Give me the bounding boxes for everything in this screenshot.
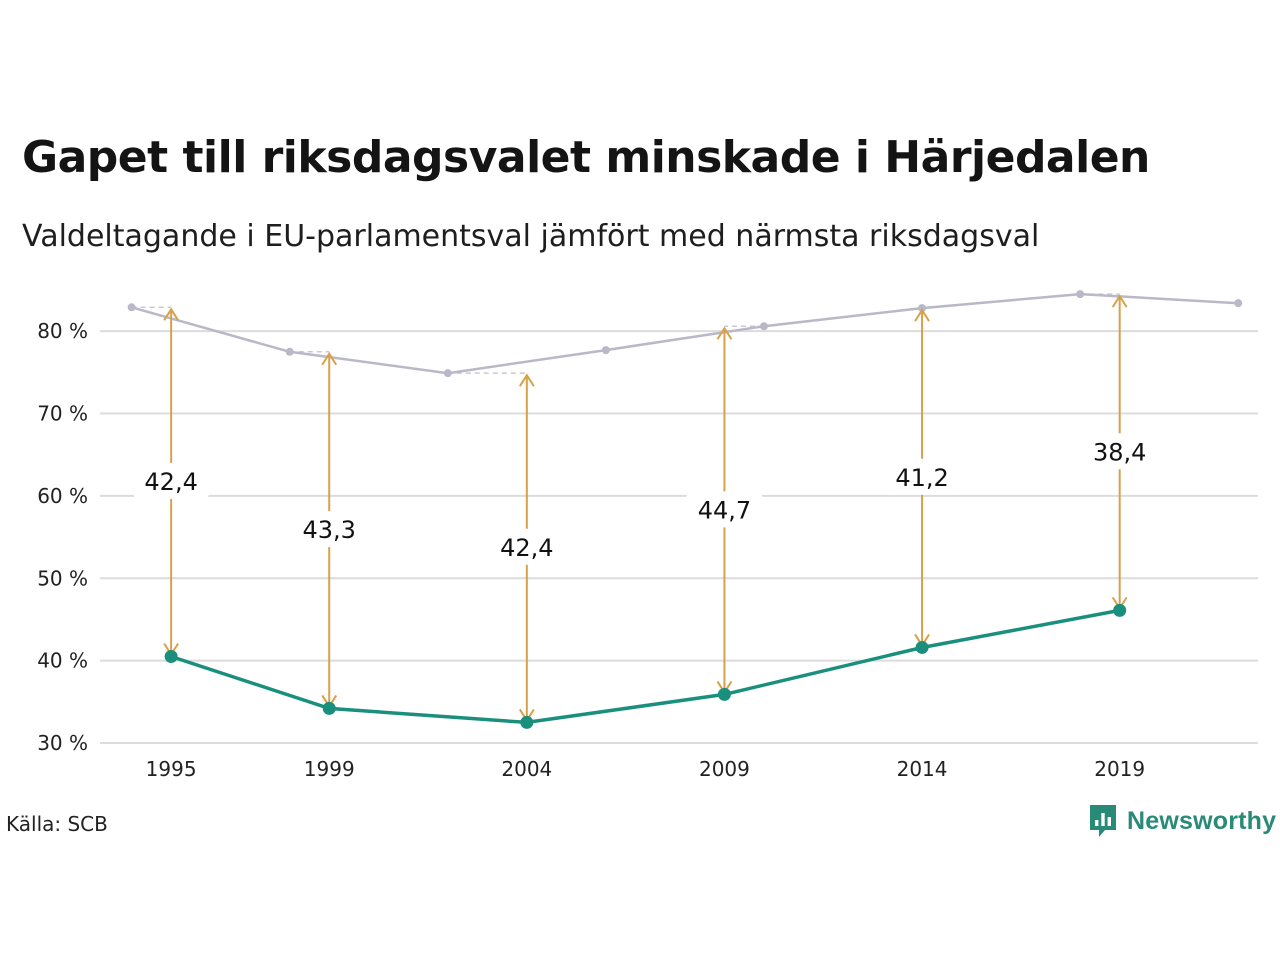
eu-point bbox=[520, 715, 534, 729]
y-tick-label: 30 % bbox=[37, 731, 88, 755]
x-tick-label: 1995 bbox=[146, 757, 197, 781]
brand-name: Newsworthy bbox=[1127, 806, 1277, 835]
riksdag-point bbox=[285, 347, 294, 356]
riksdag-point bbox=[918, 304, 927, 313]
eu-point bbox=[164, 650, 178, 664]
riksdag-series-line bbox=[131, 292, 1239, 375]
eu-point bbox=[1113, 603, 1127, 617]
gap-label-box bbox=[133, 462, 210, 499]
gap-arrowhead-up bbox=[914, 308, 930, 322]
y-tick-label: 50 % bbox=[37, 566, 88, 590]
gap-label-box bbox=[1081, 433, 1158, 470]
gap-label: 42,4 bbox=[144, 468, 197, 496]
y-tick-label: 40 % bbox=[37, 649, 88, 673]
chart-title: Gapet till riksdagsvalet minskade i Härj… bbox=[22, 132, 1150, 183]
riksdag-point bbox=[759, 322, 768, 331]
y-tick-label: 60 % bbox=[37, 484, 88, 508]
gap-label: 44,7 bbox=[698, 496, 751, 524]
source-note: Källa: SCB bbox=[6, 812, 108, 836]
x-tick-label: 2009 bbox=[699, 757, 750, 781]
riksdag-point bbox=[127, 303, 136, 312]
riksdag-point bbox=[1076, 290, 1085, 299]
y-tick-label: 80 % bbox=[37, 319, 88, 343]
chart-subtitle: Valdeltagande i EU-parlamentsval jämfört… bbox=[22, 219, 1040, 254]
gap-label: 38,4 bbox=[1093, 438, 1146, 466]
gap-label: 41,2 bbox=[895, 464, 948, 492]
eu-point bbox=[322, 701, 336, 715]
x-tick-label: 1999 bbox=[304, 757, 355, 781]
x-tick-label: 2004 bbox=[501, 757, 552, 781]
y-tick-label: 70 % bbox=[37, 402, 88, 426]
gap-arrowhead-up bbox=[518, 373, 535, 387]
gap-label: 43,3 bbox=[303, 516, 356, 544]
gap-label: 42,4 bbox=[500, 534, 553, 562]
gap-label-box bbox=[884, 458, 961, 495]
gap-arrowhead-up bbox=[716, 326, 733, 340]
gap-arrowhead-up bbox=[1111, 294, 1128, 308]
newsworthy-logo: Newsworthy bbox=[1088, 804, 1276, 838]
riksdag-point bbox=[1234, 299, 1243, 308]
gap-label-box bbox=[488, 528, 565, 565]
newsworthy-icon bbox=[1090, 805, 1116, 837]
riksdag-point bbox=[443, 369, 452, 378]
gap-label-box bbox=[686, 491, 763, 528]
eu-point bbox=[717, 687, 731, 701]
eu-series-line bbox=[170, 608, 1121, 725]
x-tick-label: 2014 bbox=[897, 757, 948, 781]
eu-point bbox=[915, 640, 929, 654]
gap-arrowhead-up bbox=[321, 351, 338, 366]
riksdag-point bbox=[601, 346, 610, 355]
gap-arrowhead-up bbox=[163, 307, 179, 321]
x-tick-label: 2019 bbox=[1094, 757, 1145, 781]
gap-label-box bbox=[291, 511, 368, 548]
